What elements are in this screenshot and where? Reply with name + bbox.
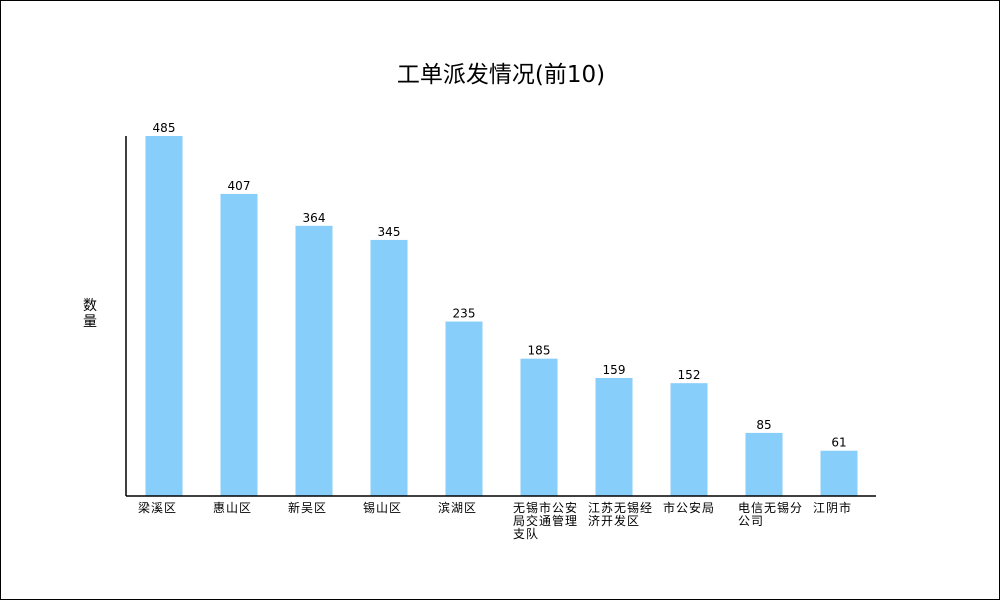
- x-tick-label-6: 无锡市公安局交通管理支队: [513, 501, 579, 541]
- bar-7: [595, 377, 633, 496]
- bar-9: [745, 432, 783, 496]
- bar-4: [370, 239, 408, 496]
- data-label-1: 485: [153, 121, 176, 135]
- bar-3: [295, 225, 333, 496]
- bar-1: [145, 136, 183, 496]
- data-label-8: 152: [678, 368, 701, 382]
- bar-2: [220, 193, 258, 496]
- bar-5: [445, 321, 483, 496]
- bar-8: [670, 383, 708, 496]
- data-label-2: 407: [228, 179, 251, 193]
- x-tick-label-8: 市公安局: [663, 501, 716, 515]
- y-axis-label: 数量: [83, 298, 97, 330]
- data-label-4: 345: [378, 225, 401, 239]
- x-tick-label-5: 滨湖区: [438, 501, 478, 515]
- x-tick-label-3: 新吴区: [288, 501, 328, 515]
- data-label-9: 85: [756, 418, 771, 432]
- bar-10: [820, 450, 858, 496]
- x-tick-label-1: 梁溪区: [138, 501, 178, 515]
- data-label-5: 235: [453, 307, 476, 321]
- chart-title: 工单派发情况(前10): [396, 62, 606, 88]
- data-label-6: 185: [528, 344, 551, 358]
- bar-6: [520, 358, 558, 496]
- x-tick-label-10: 江阴市: [813, 501, 853, 515]
- x-tick-label-4: 锡山区: [363, 501, 403, 515]
- data-label-10: 61: [831, 436, 846, 450]
- data-label-3: 364: [303, 211, 326, 225]
- x-tick-label-2: 惠山区: [213, 501, 253, 515]
- x-tick-label-7: 江苏无锡经济开发区: [588, 501, 654, 528]
- data-label-7: 159: [603, 363, 626, 377]
- x-tick-label-9: 电信无锡分公司: [738, 501, 804, 528]
